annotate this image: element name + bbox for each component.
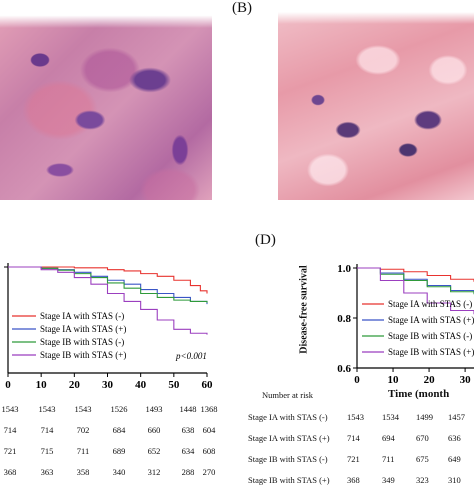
chart-c-legend-label: Stage IB with STAS (+) xyxy=(40,350,126,360)
chart-d-risk-row-label: Stage IB with STAS (+) xyxy=(248,475,330,485)
chart-d-risk-cell: 714 xyxy=(347,433,360,443)
chart-c-risk-cell: 604 xyxy=(202,425,216,435)
chart-d-risk-cell: 694 xyxy=(382,433,395,443)
chart-c-risk-cell: 1543 xyxy=(74,404,92,414)
chart-d-legend: Stage IA with STAS (-) Stage IA with STAS… xyxy=(362,299,474,357)
chart-d-legend-label: Stage IB with STAS (-) xyxy=(388,331,472,341)
chart-c-xtick-label: 40 xyxy=(135,379,147,390)
chart-d-legend-label: Stage IA with STAS (-) xyxy=(388,299,472,309)
chart-c-risk-cell: 368 xyxy=(3,467,17,477)
chart-c-risk-cell: 1368 xyxy=(200,404,218,414)
chart-d-xtick-label: 30 xyxy=(460,374,472,386)
chart-c-risk-cell: 1543 xyxy=(1,404,19,414)
chart-c-risk-cell: 714 xyxy=(40,425,54,435)
chart-d-xtick-label: 20 xyxy=(424,374,436,386)
chart-c-xtick-label: 10 xyxy=(36,379,48,390)
chart-d-ytick-label: 0.6 xyxy=(337,363,351,375)
chart-c-risk-cell: 684 xyxy=(112,425,126,435)
chart-c-risk-cell: 270 xyxy=(202,467,216,477)
chart-c-risk-cell: 1448 xyxy=(179,404,197,414)
chart-c-xtick-label: 60 xyxy=(202,379,214,390)
chart-d-risk-cell: 670 xyxy=(416,433,429,443)
chart-c-risk-cell: 312 xyxy=(147,467,161,477)
chart-d-risk-cell: 310 xyxy=(448,475,461,485)
chart-c-xtick-label: 30 xyxy=(102,379,114,390)
chart-c: Stage IA with STAS (-) Stage IA with STAS… xyxy=(4,263,213,390)
chart-d-risk-cell: 349 xyxy=(382,475,395,485)
chart-d-risk-cell: 1534 xyxy=(382,412,399,422)
panel-label-b: (B) xyxy=(232,0,252,16)
chart-d-legend-label: Stage IA with STAS (+) xyxy=(388,315,474,325)
chart-d-risk-cell: 636 xyxy=(448,433,461,443)
chart-c-xtick-label: 50 xyxy=(168,379,180,390)
chart-d-legend-label: Stage IB with STAS (+) xyxy=(388,347,474,357)
chart-d-risk-cell: 649 xyxy=(448,454,461,464)
chart-d-xlabel: Time (month xyxy=(388,388,450,400)
chart-c-risk-cell: 363 xyxy=(40,467,54,477)
chart-c-risk-cell: 358 xyxy=(76,467,90,477)
chart-c-risk-cell: 721 xyxy=(3,446,17,456)
chart-c-legend: Stage IA with STAS (-) Stage IA with STAS… xyxy=(12,311,126,360)
chart-c-risk-cell: 634 xyxy=(181,446,195,456)
chart-d-risk-cell: 675 xyxy=(416,454,429,464)
chart-c-xtick-label: 20 xyxy=(69,379,81,390)
micrograph-b xyxy=(278,0,474,200)
chart-d-ylabel-wrap: Disease-free survival xyxy=(287,258,310,368)
chart-d-risk-cell: 1543 xyxy=(347,412,364,422)
chart-c-risk-cell: 1543 xyxy=(38,404,56,414)
chart-d-risk-title: Number at risk xyxy=(262,390,313,400)
chart-c-risk-cell: 660 xyxy=(147,425,161,435)
chart-c-risk-cell: 702 xyxy=(76,425,90,435)
chart-c-legend-label: Stage IB with STAS (-) xyxy=(40,337,124,347)
chart-c-risk-cell: 288 xyxy=(181,467,195,477)
chart-c-ticks: 0 10 20 30 40 50 60 xyxy=(5,373,213,390)
panel-label-d: (D) xyxy=(255,232,276,248)
chart-c-annotation: p<0.001 xyxy=(175,351,207,361)
chart-d-ytick-label: 0.8 xyxy=(337,313,351,325)
chart-d-risk-row-label: Stage IB with STAS (-) xyxy=(248,454,328,464)
chart-c-risk-cell: 608 xyxy=(202,446,216,456)
chart-d-xtick-label: 0 xyxy=(354,374,360,386)
chart-d: Stage IA with STAS (-) Stage IA with STAS… xyxy=(337,263,474,386)
chart-c-lines xyxy=(8,266,208,335)
chart-d-xtick-label: 10 xyxy=(388,374,400,386)
chart-d-risk-cell: 1499 xyxy=(416,412,433,422)
chart-c-legend-label: Stage IA with STAS (-) xyxy=(40,311,124,321)
chart-c-series-0 xyxy=(8,266,208,294)
chart-d-series-3 xyxy=(357,267,474,315)
chart-c-risk-cell: 714 xyxy=(3,425,17,435)
chart-c-series-3 xyxy=(8,266,208,335)
chart-d-ylabel: Disease-free survival xyxy=(298,265,310,354)
chart-c-risk-cell: 340 xyxy=(112,467,126,477)
chart-c-risk-cell: 715 xyxy=(40,446,54,456)
chart-d-risk-row-label: Stage IA with STAS (+) xyxy=(248,433,330,443)
chart-d-axes xyxy=(356,264,474,369)
chart-d-risk-cell: 711 xyxy=(382,454,395,464)
chart-d-ticks: 1.0 0.8 0.60 10 20 30 xyxy=(337,263,471,386)
chart-d-risk-cell: 1457 xyxy=(448,412,465,422)
chart-c-risk-cell: 652 xyxy=(147,446,161,456)
chart-c-risk-cell: 1526 xyxy=(110,404,128,414)
chart-d-ytick-label: 1.0 xyxy=(337,263,351,275)
chart-c-risk-cell: 1493 xyxy=(145,404,163,414)
micrograph-a xyxy=(0,0,212,200)
chart-c-risk-cell: 689 xyxy=(112,446,126,456)
chart-d-risk-cell: 368 xyxy=(347,475,360,485)
chart-c-xtick-label: 0 xyxy=(5,379,11,390)
chart-c-risk-cell: 638 xyxy=(181,425,195,435)
chart-c-risk-cell: 711 xyxy=(76,446,90,456)
chart-c-legend-label: Stage IA with STAS (+) xyxy=(40,324,126,334)
chart-d-lines xyxy=(357,267,474,315)
chart-d-risk-cell: 323 xyxy=(416,475,429,485)
chart-d-risk-row-label: Stage IA with STAS (-) xyxy=(248,412,328,422)
chart-d-risk-cell: 721 xyxy=(347,454,360,464)
